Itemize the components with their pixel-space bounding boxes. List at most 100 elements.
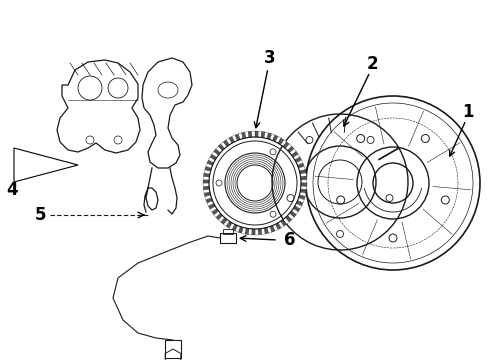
Polygon shape xyxy=(218,216,225,222)
Polygon shape xyxy=(248,229,252,235)
Polygon shape xyxy=(295,203,302,209)
Polygon shape xyxy=(255,131,258,137)
Polygon shape xyxy=(300,186,307,190)
Polygon shape xyxy=(261,228,265,235)
Polygon shape xyxy=(242,228,246,234)
Polygon shape xyxy=(210,206,217,212)
Polygon shape xyxy=(229,223,235,230)
Polygon shape xyxy=(299,192,306,197)
Polygon shape xyxy=(210,154,217,160)
Polygon shape xyxy=(245,228,249,235)
Polygon shape xyxy=(298,166,305,171)
Polygon shape xyxy=(278,138,284,145)
Polygon shape xyxy=(270,225,275,232)
Polygon shape xyxy=(281,140,287,147)
Polygon shape xyxy=(226,138,232,145)
Polygon shape xyxy=(206,163,213,168)
Polygon shape xyxy=(296,201,303,206)
Polygon shape xyxy=(272,135,278,142)
Polygon shape xyxy=(283,142,289,148)
Polygon shape xyxy=(288,213,294,220)
Polygon shape xyxy=(229,136,235,143)
Polygon shape xyxy=(203,186,209,190)
Text: 1: 1 xyxy=(462,103,474,121)
Text: 3: 3 xyxy=(264,49,276,67)
Polygon shape xyxy=(206,198,213,203)
Polygon shape xyxy=(293,206,300,212)
Polygon shape xyxy=(207,160,214,165)
Polygon shape xyxy=(208,203,215,209)
Bar xyxy=(223,229,233,234)
Polygon shape xyxy=(203,173,210,177)
Polygon shape xyxy=(278,221,284,228)
Polygon shape xyxy=(220,142,227,148)
Polygon shape xyxy=(285,216,292,222)
Polygon shape xyxy=(223,140,229,147)
Polygon shape xyxy=(226,221,232,228)
Polygon shape xyxy=(235,225,240,232)
Bar xyxy=(165,340,181,358)
Polygon shape xyxy=(255,229,258,235)
Polygon shape xyxy=(299,170,306,174)
Polygon shape xyxy=(203,183,209,186)
Polygon shape xyxy=(285,144,292,150)
Polygon shape xyxy=(212,208,219,215)
Polygon shape xyxy=(218,144,225,150)
Polygon shape xyxy=(290,211,296,217)
Polygon shape xyxy=(223,220,229,226)
Polygon shape xyxy=(251,229,255,235)
Polygon shape xyxy=(212,151,219,157)
Polygon shape xyxy=(203,189,210,193)
Polygon shape xyxy=(216,146,222,153)
Polygon shape xyxy=(232,224,237,231)
Polygon shape xyxy=(248,131,252,138)
Polygon shape xyxy=(204,170,211,174)
Polygon shape xyxy=(251,131,255,137)
Polygon shape xyxy=(267,133,272,139)
Polygon shape xyxy=(267,226,272,233)
Polygon shape xyxy=(264,132,269,139)
Polygon shape xyxy=(207,201,214,206)
Polygon shape xyxy=(298,195,305,200)
Polygon shape xyxy=(296,160,303,165)
Polygon shape xyxy=(258,229,262,235)
Polygon shape xyxy=(242,132,246,139)
Polygon shape xyxy=(281,220,287,226)
Polygon shape xyxy=(203,180,209,183)
Text: 4: 4 xyxy=(6,181,18,199)
Text: 2: 2 xyxy=(366,55,378,73)
Polygon shape xyxy=(232,135,237,142)
Polygon shape xyxy=(214,149,220,155)
Polygon shape xyxy=(300,173,307,177)
Polygon shape xyxy=(261,131,265,138)
Polygon shape xyxy=(295,157,302,163)
Polygon shape xyxy=(297,163,304,168)
Polygon shape xyxy=(301,180,307,183)
Polygon shape xyxy=(283,217,289,224)
Polygon shape xyxy=(290,149,296,155)
Polygon shape xyxy=(208,157,215,163)
Polygon shape xyxy=(275,223,281,230)
Polygon shape xyxy=(216,213,222,220)
Polygon shape xyxy=(275,136,281,143)
Polygon shape xyxy=(204,192,211,197)
Polygon shape xyxy=(220,217,227,224)
Polygon shape xyxy=(238,226,243,233)
Polygon shape xyxy=(264,228,269,234)
Polygon shape xyxy=(292,151,298,157)
Polygon shape xyxy=(214,211,220,217)
Polygon shape xyxy=(258,131,262,138)
Polygon shape xyxy=(292,208,298,215)
Polygon shape xyxy=(238,133,243,139)
Polygon shape xyxy=(235,134,240,140)
Polygon shape xyxy=(205,166,212,171)
Polygon shape xyxy=(270,134,275,140)
Polygon shape xyxy=(288,146,294,153)
Text: 5: 5 xyxy=(34,206,46,224)
Polygon shape xyxy=(300,176,307,180)
Polygon shape xyxy=(205,195,212,200)
Bar xyxy=(220,233,236,243)
Polygon shape xyxy=(293,154,300,160)
Polygon shape xyxy=(297,198,304,203)
Polygon shape xyxy=(245,131,249,138)
